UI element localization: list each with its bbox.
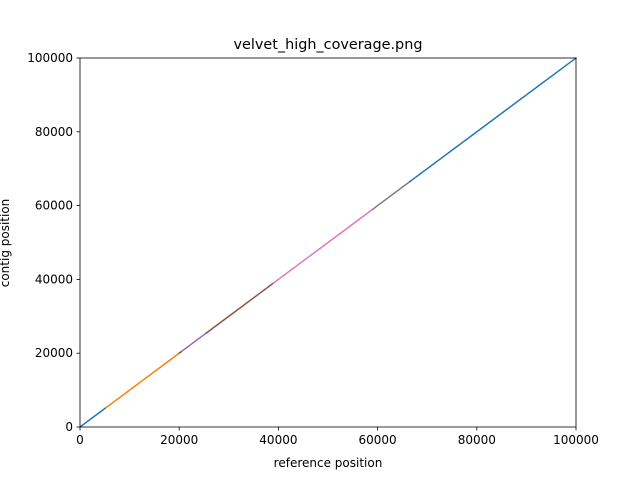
series-layer (78, 56, 578, 429)
x-tick-label: 60000 (359, 433, 397, 447)
series-line-8 (371, 180, 411, 211)
y-ticks: 0 20000 40000 60000 80000 100000 (27, 51, 80, 434)
x-tick-label: 20000 (160, 433, 198, 447)
x-axis-label: reference position (274, 456, 383, 470)
y-tick-label: 100000 (27, 51, 73, 65)
x-tick-label: 80000 (458, 433, 496, 447)
series-line-5 (180, 331, 208, 353)
chart-title: velvet_high_coverage.png (234, 37, 423, 53)
y-tick-label: 20000 (35, 346, 73, 360)
y-axis-label: contig position (0, 199, 12, 288)
series-line-1 (78, 406, 107, 429)
x-tick-label: 40000 (259, 433, 297, 447)
series-line-2 (104, 352, 181, 409)
x-tick-label: 0 (76, 433, 84, 447)
axes-frame (79, 57, 577, 428)
series-line-7 (272, 208, 374, 285)
y-tick-label: 40000 (35, 272, 73, 286)
y-tick-label: 0 (65, 420, 73, 434)
y-tick-label: 80000 (35, 125, 73, 139)
series-line-9 (408, 56, 578, 183)
x-tick-label: 100000 (553, 433, 599, 447)
y-tick-label: 60000 (35, 199, 73, 213)
series-line-6 (205, 282, 275, 334)
x-ticks: 0 20000 40000 60000 80000 100000 (76, 427, 599, 447)
